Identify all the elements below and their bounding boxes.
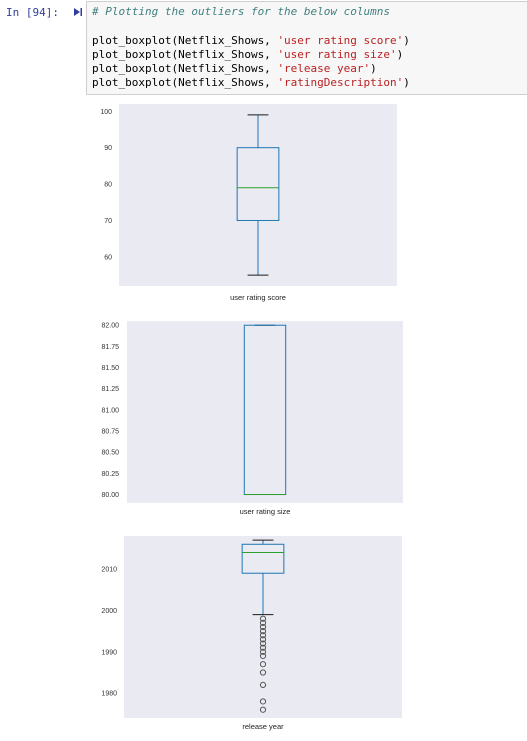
outlier-point — [259, 636, 267, 643]
y-tick-label: 80.50 — [101, 450, 119, 457]
y-tick-label: 90 — [104, 145, 112, 152]
code-line-1: plot_boxplot(Netflix_Shows, 'user rating… — [92, 34, 410, 47]
outlier-point — [259, 648, 267, 655]
outlier-point — [259, 652, 267, 660]
iqr-box — [236, 147, 280, 221]
outlier-point — [259, 632, 267, 639]
code-close: ) — [403, 34, 410, 47]
y-tick-label: 81.75 — [101, 344, 119, 351]
y-tick-label: 82.00 — [101, 323, 119, 330]
x-axis-label: user rating score — [230, 293, 286, 302]
code-close: ) — [370, 62, 377, 75]
boxplot-figures: 60 70 80 90 100 user rating score 80.00 80.25 80… — [100, 104, 403, 731]
code-string-arg: 'user rating size' — [277, 48, 397, 61]
code-line-2: plot_boxplot(Netflix_Shows, 'user rating… — [92, 48, 403, 61]
cell-output-area: 60 70 80 90 100 user rating score 80.00 80.25 80… — [0, 96, 527, 737]
code-line-3: plot_boxplot(Netflix_Shows, 'release yea… — [92, 62, 377, 75]
code-line-4: plot_boxplot(Netflix_Shows, 'ratingDescr… — [92, 76, 410, 89]
y-tick-label: 100 — [100, 109, 112, 116]
outlier-point — [259, 681, 267, 689]
y-tick-label: 80.25 — [101, 471, 119, 478]
code-close: ) — [403, 76, 410, 89]
code-string-arg: 'release year' — [277, 62, 371, 75]
iqr-box — [241, 543, 285, 574]
outlier-point — [259, 706, 267, 713]
run-cell-icon[interactable] — [73, 7, 83, 17]
y-tick-label: 81.50 — [101, 365, 119, 372]
code-func: plot_boxplot(Netflix_Shows, — [92, 34, 278, 47]
y-tick-label: 2000 — [101, 608, 117, 615]
code-comment: # Plotting the outliers for the below co… — [92, 5, 391, 18]
outlier-point — [259, 698, 267, 705]
code-func: plot_boxplot(Netflix_Shows, — [92, 62, 278, 75]
outlier-point — [259, 669, 267, 676]
code-close: ) — [396, 48, 404, 61]
x-axis-label: release year — [242, 722, 284, 731]
code-string-arg: 'user rating score' — [277, 34, 404, 47]
y-tick-label: 81.00 — [101, 407, 119, 414]
code-string-arg: 'ratingDescription' — [277, 76, 404, 89]
y-tick-label: 1980 — [101, 691, 117, 698]
y-tick-label: 80 — [104, 182, 112, 189]
y-tick-label: 60 — [104, 254, 112, 261]
y-tick-label: 80.00 — [101, 492, 119, 499]
code-func: plot_boxplot(Netflix_Shows, — [92, 48, 278, 61]
y-tick-label: 81.25 — [101, 386, 119, 393]
cell-prompt: In [94]: — [6, 6, 59, 19]
y-tick-label: 1990 — [101, 649, 117, 656]
outlier-point — [259, 644, 267, 651]
outlier-point — [259, 615, 267, 622]
plot-area — [127, 321, 403, 503]
outlier-point — [259, 623, 267, 631]
y-tick-label: 2010 — [101, 567, 117, 574]
y-tick-label: 70 — [104, 218, 112, 225]
outlier-point — [259, 619, 267, 626]
plot-area — [124, 536, 402, 718]
code-func: plot_boxplot(Netflix_Shows, — [92, 76, 278, 89]
outlier-point — [259, 628, 267, 635]
outlier-point — [259, 661, 267, 668]
x-axis-label: user rating size — [240, 507, 291, 516]
outlier-point — [259, 640, 267, 647]
y-tick-label: 80.75 — [101, 429, 119, 436]
code-input-area[interactable]: # Plotting the outliers for the below co… — [86, 1, 527, 95]
